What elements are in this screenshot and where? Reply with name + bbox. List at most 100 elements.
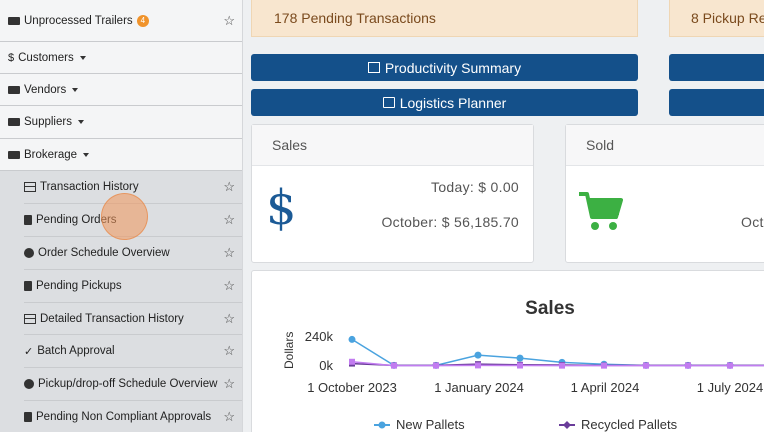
- right-top-button[interactable]: [669, 54, 764, 81]
- star-icon[interactable]: ☆: [223, 278, 235, 293]
- series-third-point[interactable]: [475, 362, 481, 369]
- table-icon: [24, 182, 36, 192]
- caret-down-icon: [72, 87, 79, 92]
- legend-new-pallets[interactable]: New Pallets: [374, 417, 465, 432]
- sales-chart: Sales Dollars 240k 0k 1 October 2023 1 J…: [282, 298, 764, 432]
- table-icon: [24, 313, 36, 324]
- button-label: Productivity Summary: [384, 59, 522, 76]
- caret-down-icon: [77, 120, 84, 124]
- pending-transactions-alert[interactable]: 178 Pending Transactions: [251, 0, 638, 37]
- x-tick-label: 1 April 2024: [571, 380, 640, 395]
- series-third-point[interactable]: [601, 362, 607, 369]
- sales-card: Sales $ Today: $ 0.00 October: $ 56,185.…: [251, 124, 534, 263]
- series-third-point[interactable]: [391, 362, 397, 369]
- clipboard-icon: [24, 411, 32, 422]
- sales-month: October: $ 56,185.70: [381, 214, 519, 230]
- legend-marker: [378, 421, 386, 429]
- series-third-point[interactable]: [517, 362, 523, 369]
- y-tick-label: 240k: [305, 329, 334, 344]
- series-third-point[interactable]: [559, 362, 565, 369]
- truck-icon: [8, 16, 20, 25]
- calendar-check-icon: [382, 97, 395, 108]
- series-third-point[interactable]: [685, 362, 691, 369]
- sidebar-item-unprocessed-trailers[interactable]: Unprocessed Trailers 4 ☆: [0, 0, 242, 42]
- x-tick-label: 1 January 2024: [434, 380, 524, 395]
- sales-today: Today: $ 0.00: [431, 179, 519, 195]
- sold-month: Octo: [741, 214, 764, 230]
- star-icon[interactable]: ☆: [223, 179, 235, 194]
- sidebar-item-label: Transaction History: [40, 181, 139, 193]
- x-tick-label: 1 July 2024: [697, 380, 764, 395]
- series-third-point[interactable]: [433, 362, 439, 369]
- star-icon[interactable]: ☆: [223, 376, 235, 391]
- check-icon: ✓: [24, 345, 34, 358]
- sidebar-item-label: Pending Orders: [36, 214, 117, 226]
- sidebar-item-pending-non-compliant[interactable]: Pending Non Compliant Approvals ☆: [24, 401, 242, 432]
- star-icon[interactable]: ☆: [223, 310, 235, 326]
- card-title: Sold: [566, 125, 764, 166]
- star-icon[interactable]: ☆: [223, 12, 235, 28]
- sidebar-item-pickup-dropoff-schedule[interactable]: Pickup/drop-off Schedule Overview ☆: [24, 368, 242, 401]
- sidebar: Unprocessed Trailers 4 ☆ $ Customers Ven…: [0, 0, 243, 432]
- sidebar-item-label: Pending Pickups: [36, 280, 122, 292]
- sidebar-item-label: Order Schedule Overview: [38, 247, 170, 259]
- series-new-pallets-point[interactable]: [474, 351, 482, 359]
- clock-icon: [24, 379, 34, 389]
- sidebar-item-label: Brokerage: [24, 148, 78, 161]
- sidebar-item-label: Pending Non Compliant Approvals: [36, 410, 212, 423]
- count-badge: 4: [136, 14, 150, 27]
- clipboard-icon: [24, 215, 32, 225]
- truck-icon: [8, 150, 20, 159]
- series-new-pallets-line: [351, 338, 764, 367]
- series-third-point[interactable]: [349, 358, 355, 365]
- sidebar-item-label: Pickup/drop-off Schedule Overview: [38, 378, 218, 390]
- series-third-point[interactable]: [727, 362, 733, 369]
- sidebar-item-batch-approval[interactable]: ✓ Batch Approval ☆: [24, 335, 242, 368]
- clipboard-icon: [24, 281, 32, 291]
- series-new-pallets-point[interactable]: [348, 335, 356, 343]
- series-new-pallets-point[interactable]: [516, 354, 524, 362]
- chart-title: Sales: [525, 298, 575, 319]
- star-icon[interactable]: ☆: [223, 343, 235, 358]
- sidebar-item-label: Batch Approval: [37, 345, 115, 357]
- sidebar-item-label: Suppliers: [24, 116, 72, 128]
- legend-label: Recycled Pallets: [581, 417, 678, 432]
- star-icon[interactable]: ☆: [223, 245, 235, 260]
- sidebar-item-label: Vendors: [24, 83, 67, 96]
- table-icon: [367, 62, 380, 73]
- dollar-icon: $: [266, 180, 297, 236]
- pickup-requests-alert[interactable]: 8 Pickup Req: [669, 0, 764, 37]
- sidebar-item-label: Unprocessed Trailers: [24, 14, 133, 27]
- button-label: Logistics Planner: [399, 94, 507, 111]
- sidebar-item-vendors[interactable]: Vendors: [0, 74, 242, 106]
- dollar-icon: $: [8, 51, 15, 64]
- alert-text: 178 Pending Transactions: [274, 10, 436, 26]
- star-icon[interactable]: ☆: [223, 212, 235, 227]
- productivity-summary-button[interactable]: Productivity Summary: [251, 54, 638, 81]
- right-bottom-button[interactable]: [669, 89, 764, 116]
- sidebar-item-brokerage[interactable]: Brokerage: [0, 139, 242, 171]
- sold-card: Sold Octo: [565, 124, 764, 263]
- shopping-cart-icon: [579, 192, 623, 230]
- sidebar-item-detailed-transaction-history[interactable]: Detailed Transaction History ☆: [24, 303, 242, 335]
- caret-down-icon: [79, 55, 86, 60]
- x-tick-label: 1 October 2023: [307, 380, 397, 395]
- sidebar-item-order-schedule-overview[interactable]: Order Schedule Overview ☆: [24, 237, 242, 270]
- logistics-planner-button[interactable]: Logistics Planner: [251, 89, 638, 116]
- y-axis-label: Dollars: [282, 332, 296, 369]
- legend-recycled-pallets[interactable]: Recycled Pallets: [559, 417, 678, 432]
- sidebar-item-pending-pickups[interactable]: Pending Pickups ☆: [24, 270, 242, 303]
- sidebar-item-customers[interactable]: $ Customers: [0, 42, 242, 74]
- sidebar-item-suppliers[interactable]: Suppliers: [0, 106, 242, 139]
- sidebar-item-transaction-history[interactable]: Transaction History ☆: [24, 171, 242, 204]
- alert-text: 8 Pickup Req: [691, 10, 764, 26]
- legend-marker: [563, 421, 571, 429]
- series-third-point[interactable]: [643, 362, 649, 369]
- y-tick-label: 0k: [319, 358, 333, 373]
- caret-down-icon: [83, 152, 90, 157]
- sales-chart-card: Sales Dollars 240k 0k 1 October 2023 1 J…: [251, 270, 764, 432]
- sidebar-item-label: Customers: [18, 51, 74, 64]
- card-title: Sales: [252, 125, 533, 166]
- star-icon[interactable]: ☆: [223, 408, 235, 424]
- truck-icon: [8, 118, 20, 126]
